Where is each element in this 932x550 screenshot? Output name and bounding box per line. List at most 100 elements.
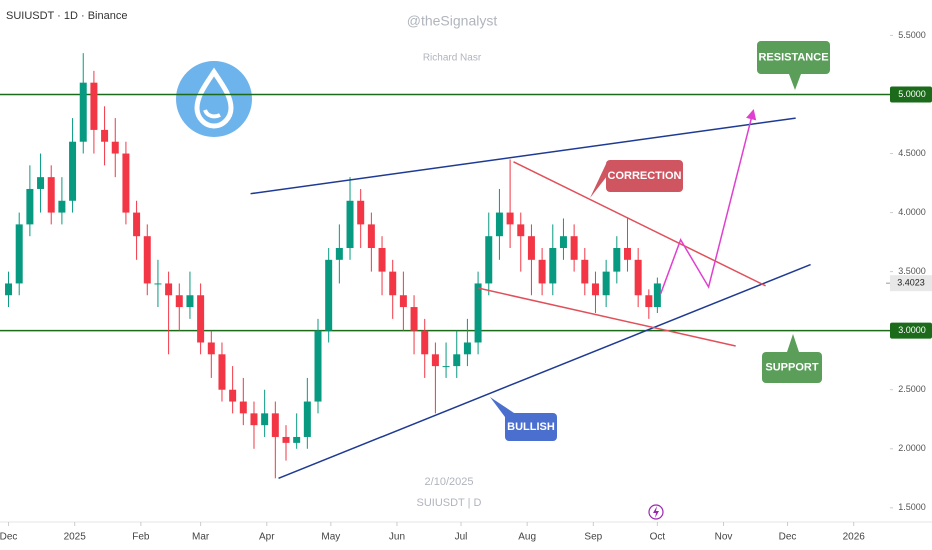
candle-body xyxy=(26,188,34,225)
candle-body xyxy=(58,200,66,213)
candle-body xyxy=(602,271,610,296)
x-tick-label: Jun xyxy=(389,532,405,543)
candle-body xyxy=(559,236,567,249)
callout-box xyxy=(505,413,557,441)
candle-body xyxy=(261,413,269,426)
candle-body xyxy=(325,259,333,331)
candle-body xyxy=(90,82,98,130)
last-price-box xyxy=(890,275,932,292)
x-tick-label: Sep xyxy=(584,532,602,543)
callout-box xyxy=(606,160,683,192)
y-tick-label: 3.5000 xyxy=(898,266,926,276)
y-tick-label: 2.5000 xyxy=(898,384,926,394)
callout-box xyxy=(757,41,830,74)
candle-body xyxy=(271,413,279,437)
x-tick-label: Apr xyxy=(259,532,275,543)
candle-body xyxy=(613,248,621,272)
candle-body xyxy=(421,330,429,355)
candle-body xyxy=(367,224,375,249)
trendline xyxy=(478,287,736,347)
event-icon xyxy=(648,504,664,520)
trendline xyxy=(278,263,811,479)
callout-label: RESISTANCE xyxy=(758,51,828,63)
x-tick-label: May xyxy=(321,532,340,543)
logo xyxy=(176,61,252,137)
candle-body xyxy=(207,342,215,355)
candle-body xyxy=(591,283,599,296)
callout-pointer xyxy=(787,334,799,352)
candle-body xyxy=(653,283,661,308)
last-price-label: 3.4023 xyxy=(897,278,925,288)
candle-body xyxy=(37,177,45,189)
callout: SUPPORT xyxy=(762,334,822,383)
candle-body xyxy=(410,307,418,331)
candle-body xyxy=(282,436,290,443)
candle-body xyxy=(549,248,557,284)
candle-body xyxy=(335,248,343,260)
candle-body xyxy=(645,295,653,308)
candle-body xyxy=(239,401,247,414)
x-tick-label: Mar xyxy=(192,532,210,543)
candle-body xyxy=(303,401,311,437)
candle-body xyxy=(634,259,642,296)
x-tick-label: Oct xyxy=(650,532,666,543)
callout-box xyxy=(762,352,822,383)
x-tick-label: Dec xyxy=(0,532,17,543)
candle-body xyxy=(570,236,578,260)
candle-body xyxy=(122,153,130,213)
candle-body xyxy=(581,259,589,284)
candle-body xyxy=(293,436,301,443)
callout-label: CORRECTION xyxy=(608,170,682,182)
y-tick-label: 2.0000 xyxy=(898,443,926,453)
y-tick-label: 4.0000 xyxy=(898,207,926,217)
candle-body xyxy=(346,200,354,249)
candle-body xyxy=(143,236,151,284)
candle-body xyxy=(218,354,226,390)
candle-body xyxy=(111,141,119,154)
candle-body xyxy=(69,141,77,201)
candle-body xyxy=(47,177,55,213)
candle-body xyxy=(495,212,503,237)
y-tick-label: 5.5000 xyxy=(898,30,926,40)
y-tick-label: 1.5000 xyxy=(898,502,926,512)
candle-body xyxy=(474,283,482,343)
candle-body xyxy=(186,295,194,308)
x-tick-label: Nov xyxy=(715,532,733,543)
candle-body xyxy=(517,224,525,237)
watermark-date: 2/10/2025 xyxy=(425,476,474,488)
candle-body xyxy=(442,366,450,368)
candle-body xyxy=(399,295,407,308)
y-tick-highlight xyxy=(890,322,932,339)
candle-body xyxy=(154,283,162,285)
candle-body xyxy=(527,236,535,260)
callout-label: BULLISH xyxy=(507,421,555,433)
y-tick-label: 3.0000 xyxy=(898,325,926,335)
x-tick-label: Aug xyxy=(518,532,536,543)
candle-body xyxy=(165,283,173,296)
watermark-symbol: SUIUSDT | D xyxy=(417,497,482,509)
trendline xyxy=(513,161,766,287)
x-tick-label: 2025 xyxy=(64,532,87,543)
candle-body xyxy=(133,212,141,237)
candle-body xyxy=(229,389,237,402)
candle-body xyxy=(250,413,258,426)
y-tick-label: 5.0000 xyxy=(898,89,926,99)
candle-body xyxy=(175,295,183,308)
callout-pointer xyxy=(789,74,801,90)
candle-body xyxy=(378,248,386,272)
candle-body xyxy=(101,129,109,142)
candle-body xyxy=(79,82,87,142)
chart-title: SUIUSDT · 1D · Binance xyxy=(6,10,127,22)
callout: CORRECTION xyxy=(590,160,683,198)
candle-body xyxy=(506,212,514,225)
callout: RESISTANCE xyxy=(757,41,830,90)
candle-body xyxy=(431,354,439,367)
candle-body xyxy=(623,248,631,260)
candle-body xyxy=(314,330,322,402)
callout: BULLISH xyxy=(490,397,557,441)
candle-body xyxy=(463,342,471,355)
candle-body xyxy=(485,236,493,284)
trendline xyxy=(250,117,796,195)
x-tick-label: Feb xyxy=(132,532,150,543)
